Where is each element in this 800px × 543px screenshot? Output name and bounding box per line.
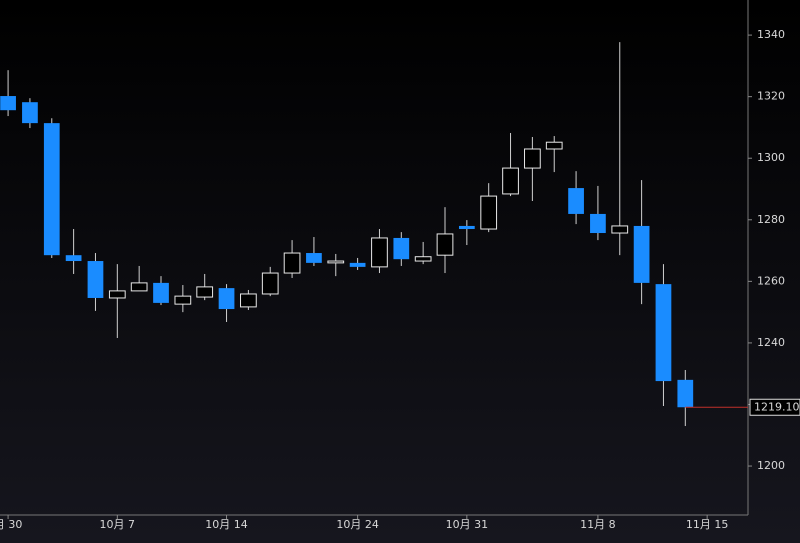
candle-body <box>436 233 454 256</box>
last-price-box <box>749 398 800 416</box>
y-tick-label: 1300 <box>757 151 785 164</box>
candle-body <box>393 237 410 260</box>
x-tick-label: 10月 14 <box>205 518 248 531</box>
last-price-label: 1219.10 <box>754 400 800 413</box>
candle-body <box>414 256 432 262</box>
candle-body <box>218 288 235 310</box>
candle-body <box>261 272 279 295</box>
candle-body <box>283 252 301 274</box>
candle-body <box>174 295 192 305</box>
candle-body <box>240 293 257 308</box>
candle-body <box>349 262 366 267</box>
candle-body <box>480 195 498 230</box>
candle-body <box>568 188 584 214</box>
candle-body <box>43 123 60 256</box>
x-tick-label: 10月 31 <box>446 518 489 531</box>
candle-body <box>0 96 16 111</box>
y-tick-label: 1280 <box>757 213 785 226</box>
y-tick-label: 1200 <box>757 459 785 472</box>
x-tick-label: 月 30 <box>0 518 22 531</box>
candle-body <box>524 148 541 169</box>
candle-body <box>590 213 606 234</box>
candle-body <box>458 225 475 230</box>
candle-body <box>502 167 519 195</box>
candle-body <box>633 225 650 283</box>
candle-body <box>306 253 322 263</box>
x-tick-label: 11月 15 <box>686 518 729 531</box>
candle-body <box>87 261 104 298</box>
candle-body <box>655 284 672 382</box>
candle-body <box>153 282 169 303</box>
y-tick-label: 1260 <box>757 274 785 287</box>
candle-body <box>371 237 388 268</box>
candle-body <box>327 260 345 264</box>
candle-body <box>108 290 126 299</box>
candle-body <box>65 255 82 262</box>
candle-body <box>677 379 694 408</box>
y-tick-label: 1340 <box>757 28 785 41</box>
x-tick-label: 10月 7 <box>100 518 136 531</box>
candle-body <box>22 102 38 124</box>
candle-body <box>196 286 214 298</box>
x-tick-label: 10月 24 <box>336 518 379 531</box>
candle-body <box>130 282 148 292</box>
x-tick-label: 11月 8 <box>580 518 616 531</box>
y-tick-label: 1240 <box>757 336 785 349</box>
y-tick-label: 1320 <box>757 90 785 103</box>
candle-body <box>611 225 629 234</box>
candle-body <box>545 141 563 150</box>
